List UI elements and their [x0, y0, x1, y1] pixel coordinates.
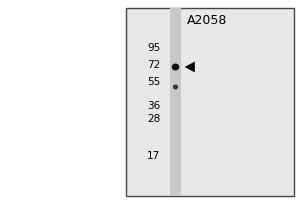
Text: 17: 17 — [147, 151, 161, 161]
Bar — [126, 8, 294, 196]
Text: 28: 28 — [147, 114, 161, 124]
Polygon shape — [185, 62, 195, 72]
Bar — [170, 8, 181, 196]
Text: 36: 36 — [147, 101, 161, 111]
Text: 72: 72 — [147, 60, 161, 70]
Ellipse shape — [172, 64, 179, 71]
Text: 95: 95 — [147, 43, 161, 53]
Text: A2058: A2058 — [187, 14, 227, 26]
Text: 55: 55 — [147, 77, 161, 87]
Ellipse shape — [173, 85, 178, 90]
